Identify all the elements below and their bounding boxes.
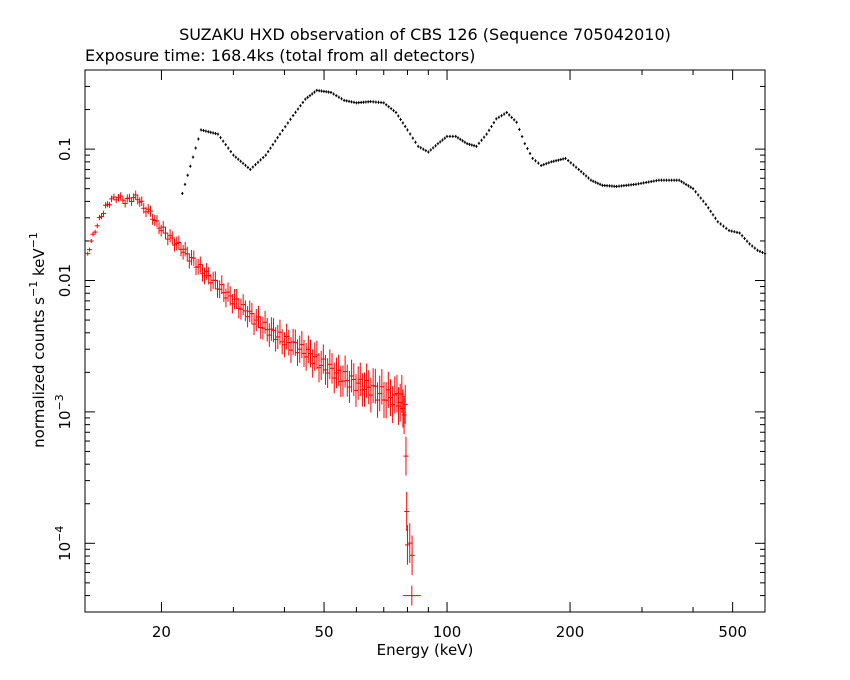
data-series [85,190,415,576]
y-axis-label-main: normalized counts s [30,297,48,448]
plot-frame [84,69,766,613]
x-tick-label: 100 [433,623,462,641]
x-tick-label: 500 [718,623,747,641]
y-tick-label: 0.1 [56,137,74,161]
y-tick-label-base: 10 [56,542,74,561]
x-tick-label: 200 [556,623,585,641]
chart-title: SUZAKU HXD observation of CBS 126 (Seque… [179,25,671,44]
y-axis-label-mid: keV [30,248,48,281]
data-series [181,88,767,256]
y-axis-label: normalized counts s−1 keV−1 [27,232,48,448]
y-tick-label: 10−4 [53,526,74,561]
y-tick-label-exponent: −4 [53,526,66,542]
y-axis-label-exp2: −1 [27,232,40,248]
y-tick-label-base: 10 [56,410,74,429]
chart-subtitle: Exposure time: 168.4ks (total from all d… [85,46,475,65]
x-tick-label: 20 [152,623,171,641]
y-tick-label-base: 0.1 [56,137,74,161]
y-tick-label: 0.01 [56,264,74,297]
x-axis-label: Energy (keV) [377,641,474,659]
series-layer [85,88,767,606]
y-tick-label-base: 0.01 [56,264,74,297]
y-axis-label-exp1: −1 [27,281,40,297]
y-tick-label-exponent: −3 [53,394,66,410]
outlier-point [402,585,421,606]
x-tick-label: 50 [314,623,333,641]
y-tick-label: 10−3 [53,394,74,429]
x-axis: 20 50 100 200 500 [152,70,766,641]
